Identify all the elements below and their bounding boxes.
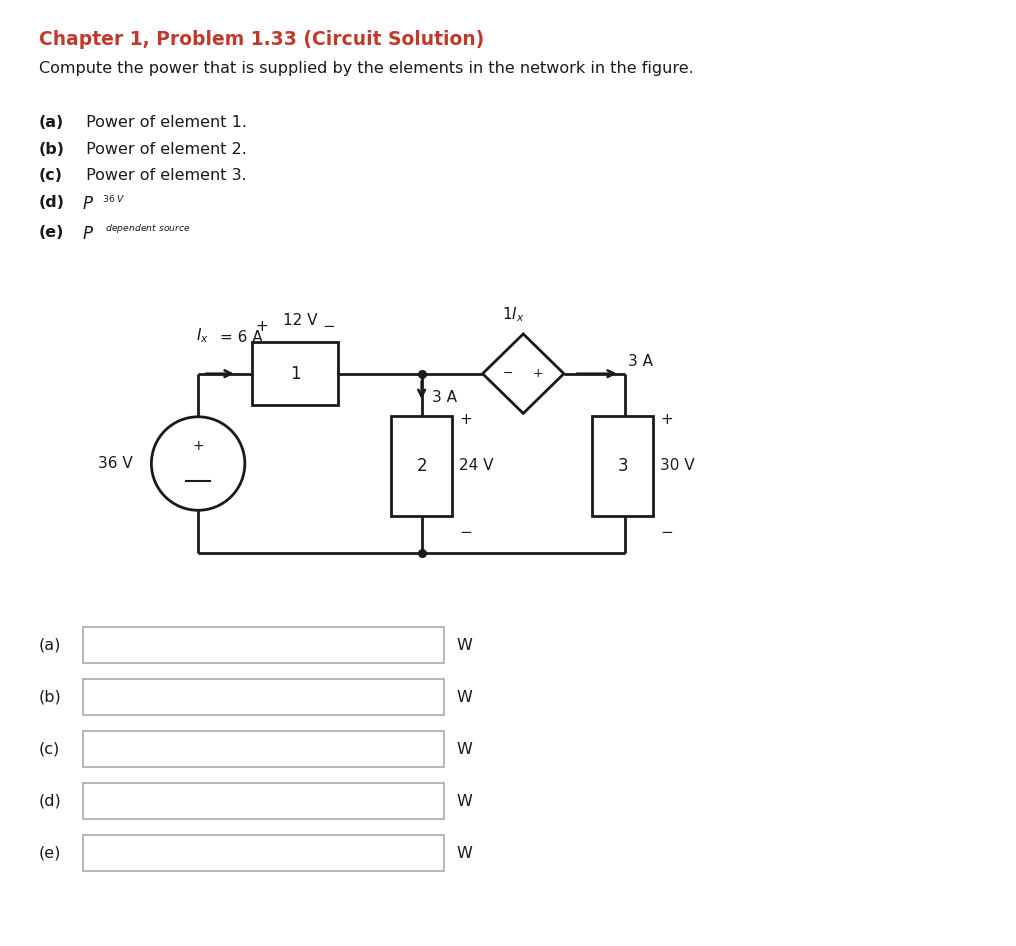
Text: Power of element 1.: Power of element 1. — [81, 115, 247, 131]
Text: +: + — [192, 439, 204, 453]
Text: Chapter 1, Problem 1.33 (Circuit Solution): Chapter 1, Problem 1.33 (Circuit Solutio… — [39, 30, 484, 49]
Text: Power of element 3.: Power of element 3. — [81, 168, 247, 184]
Ellipse shape — [151, 417, 245, 510]
Text: −: − — [322, 319, 335, 334]
Text: W: W — [456, 638, 472, 653]
Text: W: W — [456, 742, 472, 757]
Text: Power of element 2.: Power of element 2. — [81, 142, 247, 157]
Text: 24 V: 24 V — [459, 459, 494, 473]
Text: −: − — [503, 367, 513, 380]
Text: (c): (c) — [39, 168, 63, 184]
Bar — [83, 627, 444, 663]
Text: (c): (c) — [39, 742, 60, 757]
Text: (b): (b) — [39, 690, 61, 705]
Bar — [252, 342, 338, 405]
Text: $P$: $P$ — [82, 195, 94, 213]
Text: −: − — [660, 525, 674, 540]
Text: (e): (e) — [39, 225, 64, 240]
Text: 36 V: 36 V — [99, 456, 133, 471]
Bar — [592, 416, 653, 516]
Bar — [83, 731, 444, 767]
Text: 1: 1 — [290, 364, 301, 383]
Text: 3: 3 — [618, 457, 628, 475]
Text: W: W — [456, 846, 472, 861]
Text: +: + — [532, 367, 543, 380]
Text: = 6 A: = 6 A — [220, 330, 263, 345]
Text: $_{\ dependent\ source}$: $_{\ dependent\ source}$ — [102, 222, 190, 236]
Text: 30 V: 30 V — [660, 459, 695, 473]
Text: +: + — [660, 412, 674, 427]
Text: (a): (a) — [39, 638, 61, 653]
Bar — [391, 416, 452, 516]
Text: W: W — [456, 794, 472, 809]
Text: W: W — [456, 690, 472, 705]
Text: 3 A: 3 A — [628, 354, 653, 369]
Text: Compute the power that is supplied by the elements in the network in the figure.: Compute the power that is supplied by th… — [39, 61, 693, 77]
Text: 3 A: 3 A — [432, 390, 457, 405]
Text: +: + — [255, 319, 268, 334]
Bar — [83, 835, 444, 871]
Text: $I_x$: $I_x$ — [196, 326, 209, 345]
Text: $_{36\ V}$: $_{36\ V}$ — [102, 192, 125, 205]
Text: 1$I_x$: 1$I_x$ — [502, 306, 524, 324]
Text: 12 V: 12 V — [283, 313, 317, 328]
Text: (a): (a) — [39, 115, 64, 131]
Text: (e): (e) — [39, 846, 61, 861]
Text: (d): (d) — [39, 195, 65, 210]
Text: −: − — [459, 525, 472, 540]
Polygon shape — [483, 334, 564, 413]
Text: $P$: $P$ — [82, 225, 94, 243]
Bar — [83, 679, 444, 715]
Text: (b): (b) — [39, 142, 65, 157]
Text: (d): (d) — [39, 794, 61, 809]
Text: +: + — [459, 412, 472, 427]
Text: 2: 2 — [417, 457, 427, 475]
Bar — [83, 783, 444, 819]
